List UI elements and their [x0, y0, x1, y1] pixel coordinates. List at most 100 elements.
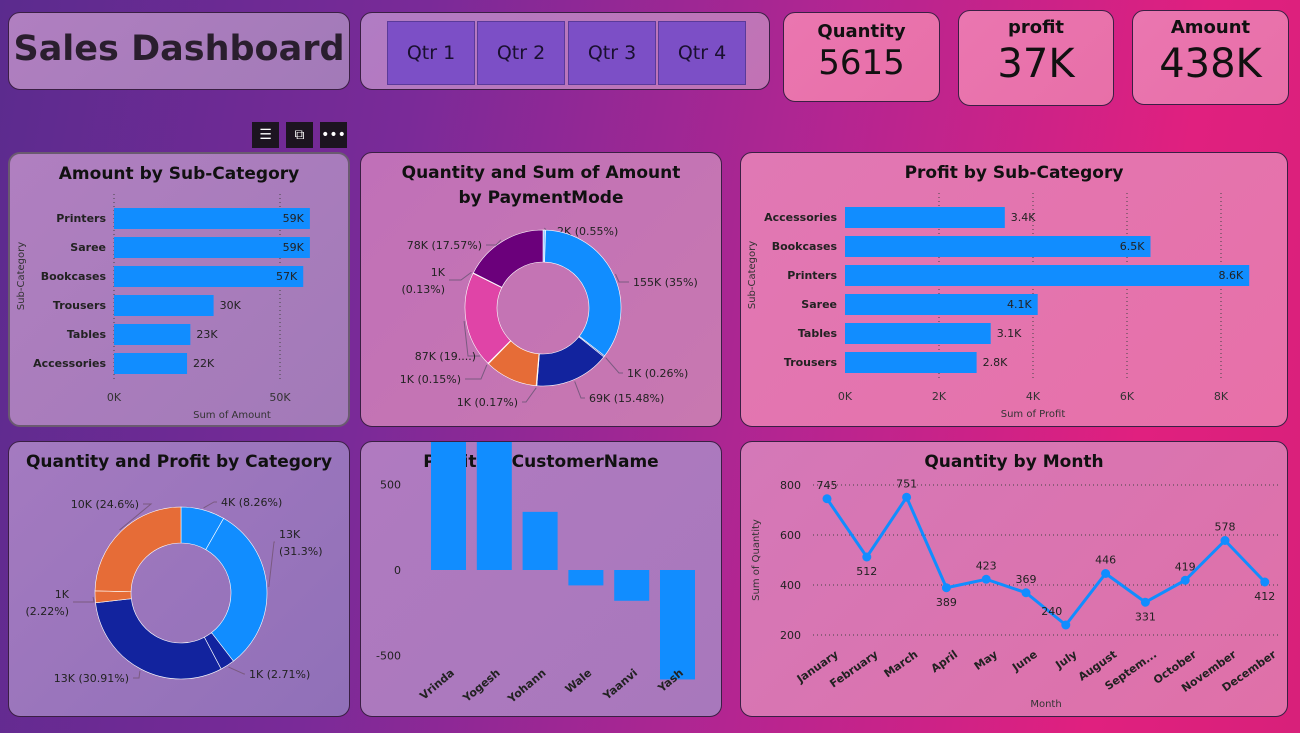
y-axis-title: Sub-Category — [16, 242, 27, 310]
data-label: 578 — [1215, 521, 1236, 534]
payment-mode-donut-chart[interactable]: Quantity and Sum of Amount by PaymentMod… — [360, 152, 722, 427]
quarter-slicer: Qtr 1 Qtr 2 Qtr 3 Qtr 4 — [360, 12, 770, 90]
y-tick-label: 200 — [780, 629, 801, 642]
bar[interactable] — [845, 236, 1151, 257]
bar[interactable] — [114, 237, 310, 258]
quantity-by-month-chart[interactable]: Quantity by Month 800 600 400 200 745 January… — [740, 441, 1288, 717]
bar[interactable] — [476, 442, 512, 570]
y-tick-label: 600 — [780, 529, 801, 542]
category-label: Trousers — [784, 356, 838, 369]
data-point[interactable] — [1101, 569, 1111, 578]
chart-plot: 4K (8.26%) 13K (31.3%) 1K (2.71%) 13K (30.91… — [25, 496, 323, 685]
qtr-2-button[interactable]: Qtr 2 — [477, 21, 565, 85]
data-label: (0.13%) — [401, 283, 445, 296]
x-axis-title: Sum of Amount — [193, 410, 271, 421]
bar[interactable] — [431, 442, 466, 570]
donut-slice[interactable] — [205, 517, 268, 662]
data-label: 30K — [220, 299, 242, 312]
data-label: 3.1K — [997, 327, 1022, 340]
chart-title: Quantity by Month — [924, 452, 1104, 472]
category-label: Saree — [70, 241, 106, 254]
data-point[interactable] — [1140, 597, 1150, 607]
profit-value: 37K — [997, 41, 1075, 87]
bar[interactable] — [114, 353, 188, 374]
qtr-1-button[interactable]: Qtr 1 — [387, 21, 475, 85]
data-point[interactable] — [1021, 588, 1031, 598]
leader-line — [615, 273, 629, 283]
x-tick-label: Yogesh — [460, 666, 503, 705]
x-tick-label: 2K — [932, 390, 947, 403]
category-donut-chart[interactable]: Quantity and Profit by Category 4K (8.26… — [8, 441, 350, 717]
bar[interactable] — [660, 570, 695, 680]
leader-line — [268, 541, 275, 588]
profit-kpi-card: profit 37K — [958, 10, 1114, 106]
data-point[interactable] — [862, 552, 872, 562]
bar[interactable] — [114, 266, 304, 287]
data-point[interactable] — [1061, 620, 1071, 630]
data-point[interactable] — [1220, 536, 1230, 545]
bar[interactable] — [114, 295, 214, 316]
data-label: 512 — [856, 565, 877, 578]
bar[interactable] — [568, 570, 604, 586]
data-label: 59K — [283, 212, 305, 225]
data-point[interactable] — [822, 494, 832, 504]
y-tick-label: 500 — [380, 479, 401, 492]
category-label: Printers — [787, 269, 837, 282]
y-tick-label: 0 — [394, 564, 401, 577]
chart-plot: Accessories 3.4K Bookcases 6.5K Printers 8.6K… — [747, 193, 1250, 420]
filter-icon[interactable]: ☰ — [252, 122, 279, 148]
data-point[interactable] — [1260, 577, 1270, 587]
bar[interactable] — [845, 352, 977, 373]
bar[interactable] — [614, 570, 650, 601]
data-label: 331 — [1135, 610, 1156, 623]
bar[interactable] — [114, 324, 191, 345]
data-point[interactable] — [1180, 575, 1190, 585]
bar[interactable] — [114, 208, 310, 229]
x-axis-title: Sum of Profit — [1001, 409, 1066, 420]
page-title: Sales Dashboard — [13, 29, 345, 69]
bar[interactable] — [845, 265, 1250, 286]
x-tick-label: Yaanvi — [600, 666, 640, 703]
data-label: (31.3%) — [279, 545, 323, 558]
data-point[interactable] — [941, 583, 951, 593]
x-tick-label: 4K — [1026, 390, 1041, 403]
leader-line — [463, 321, 480, 357]
data-label: 446 — [1095, 554, 1116, 567]
category-label: Accessories — [764, 211, 837, 224]
category-label: Tables — [798, 327, 838, 340]
chart-title: Quantity and Sum of Amount by PaymentMod… — [401, 163, 681, 208]
bar[interactable] — [522, 511, 558, 570]
data-label: 8.6K — [1218, 269, 1243, 282]
data-label: 59K — [283, 241, 305, 254]
chart-title: Amount by Sub-Category — [58, 164, 300, 184]
data-point[interactable] — [981, 574, 991, 584]
qtr-4-button[interactable]: Qtr 4 — [658, 21, 746, 85]
category-label: Bookcases — [772, 240, 838, 253]
chart-plot: 2K (0.55%) 155K (35%) 1K (0.26%) 69K (15.48… — [400, 225, 698, 409]
bar[interactable] — [845, 294, 1038, 315]
more-options-icon[interactable]: ••• — [320, 122, 347, 148]
y-tick-label: 400 — [780, 579, 801, 592]
profit-by-customer-chart[interactable]: Profit by CustomerName 10005000-500-1000… — [360, 441, 722, 717]
data-label: 4K (8.26%) — [221, 496, 282, 509]
data-label: 419 — [1175, 560, 1196, 573]
data-label: 1K — [55, 588, 70, 601]
bar[interactable] — [845, 207, 1005, 228]
donut-slice[interactable] — [544, 229, 622, 357]
amount-by-subcategory-chart[interactable]: Amount by Sub-Category Printers 59K Saree 5… — [8, 152, 350, 427]
profit-by-subcategory-chart[interactable]: Profit by Sub-Category Accessories 3.4K Bo… — [740, 152, 1288, 427]
x-axis-title: Month — [1030, 699, 1061, 710]
category-label: Accessories — [33, 357, 106, 370]
data-label: 155K (35%) — [633, 276, 698, 289]
data-label: 1K (0.17%) — [457, 396, 518, 409]
qtr-3-button[interactable]: Qtr 3 — [568, 21, 656, 85]
bar[interactable] — [845, 323, 991, 344]
donut-slice[interactable] — [95, 598, 222, 680]
y-axis-title: Sub-Category — [747, 241, 758, 309]
category-label: Printers — [56, 212, 106, 225]
data-point[interactable] — [902, 492, 912, 502]
focus-mode-icon[interactable]: ⧉ — [286, 122, 313, 148]
donut-slice[interactable] — [472, 229, 544, 288]
donut-slice[interactable] — [94, 506, 182, 593]
data-label: 78K (17.57%) — [407, 239, 482, 252]
